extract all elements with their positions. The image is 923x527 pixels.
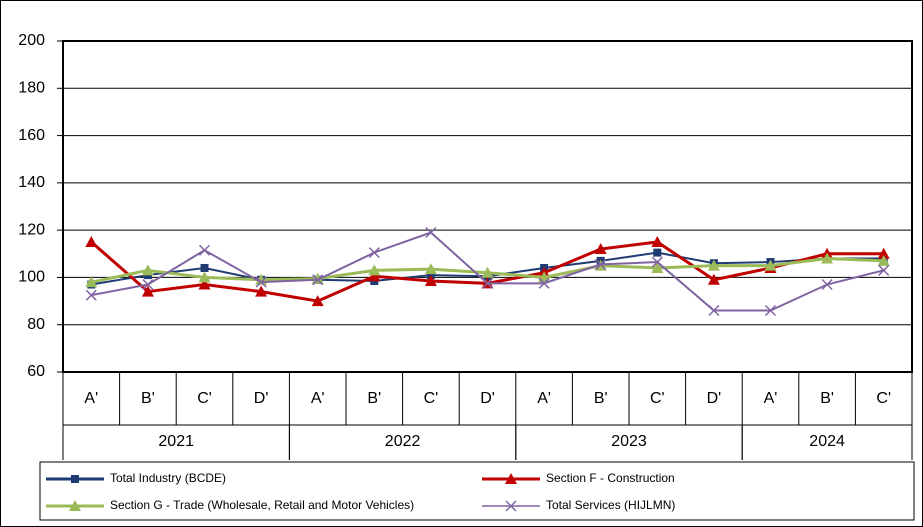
x-tick-label: A' <box>764 390 778 407</box>
marker <box>505 473 517 484</box>
marker <box>594 243 607 255</box>
x-tick-label: B' <box>820 390 834 407</box>
x-tick-label: C' <box>876 390 891 407</box>
marker <box>142 278 154 291</box>
marker <box>198 244 211 256</box>
marker <box>707 259 720 271</box>
marker <box>85 235 98 247</box>
y-tick-label: 200 <box>18 32 45 49</box>
legend-label: Section G - Trade (Wholesale, Retail and… <box>110 498 414 512</box>
group-label: 2024 <box>809 433 845 450</box>
marker <box>764 304 777 317</box>
marker <box>311 295 324 307</box>
marker <box>312 274 324 286</box>
marker <box>368 264 381 276</box>
marker <box>368 247 380 259</box>
marker <box>595 258 607 270</box>
legend: Total Industry (BCDE) Section F - Constru… <box>39 461 915 521</box>
marker <box>651 256 663 268</box>
y-tick-label: 180 <box>18 80 45 97</box>
marker <box>764 259 777 271</box>
marker <box>69 500 81 511</box>
x-tick-label: A' <box>84 390 98 407</box>
x-tick-label: C' <box>650 390 665 407</box>
marker <box>505 500 517 512</box>
marker <box>481 277 494 289</box>
x-tick-label: C' <box>197 390 212 407</box>
x-tick-label: B' <box>141 390 155 407</box>
marker <box>651 235 664 247</box>
group-label: 2021 <box>158 433 194 450</box>
x-tick-label: D' <box>707 390 722 407</box>
marker <box>85 289 97 301</box>
marker <box>141 264 154 276</box>
marker <box>651 261 664 273</box>
marker <box>877 254 890 266</box>
x-tick-label: D' <box>480 390 495 407</box>
marker <box>877 247 890 259</box>
group-label: 2022 <box>385 433 421 450</box>
marker <box>708 304 720 317</box>
marker <box>200 263 209 272</box>
marker <box>425 226 437 239</box>
legend-label: Section F - Construction <box>546 471 675 485</box>
marker <box>424 263 437 275</box>
marker <box>821 278 833 291</box>
x-tick-label: D' <box>254 390 269 407</box>
marker <box>198 278 211 290</box>
x-tick-label: B' <box>594 390 608 407</box>
x-tick-label: A' <box>537 390 551 407</box>
y-tick-label: 100 <box>18 269 45 286</box>
marker <box>85 276 98 288</box>
y-tick-label: 160 <box>18 127 45 144</box>
y-tick-label: 140 <box>18 174 45 191</box>
x-tick-label: A' <box>311 390 325 407</box>
group-label: 2023 <box>611 433 647 450</box>
marker <box>255 285 268 297</box>
x-tick-label: B' <box>367 390 381 407</box>
marker <box>707 273 720 285</box>
legend-label: Total Industry (BCDE) <box>110 471 226 485</box>
marker <box>424 274 437 286</box>
legend-label: Total Services (HIJLMN) <box>546 498 675 512</box>
marker <box>821 252 834 264</box>
plot-area <box>62 40 913 373</box>
x-tick-label: C' <box>424 390 439 407</box>
y-tick-label: 60 <box>27 363 45 380</box>
marker <box>71 475 79 483</box>
marker <box>481 266 494 278</box>
marker <box>368 270 381 282</box>
marker <box>198 271 211 283</box>
marker <box>538 277 550 289</box>
marker <box>878 264 890 276</box>
legend-box <box>39 461 915 521</box>
marker <box>255 276 267 288</box>
marker <box>653 248 662 257</box>
y-tick-label: 120 <box>18 221 45 238</box>
y-tick-label: 80 <box>27 316 45 333</box>
marker <box>141 285 154 297</box>
